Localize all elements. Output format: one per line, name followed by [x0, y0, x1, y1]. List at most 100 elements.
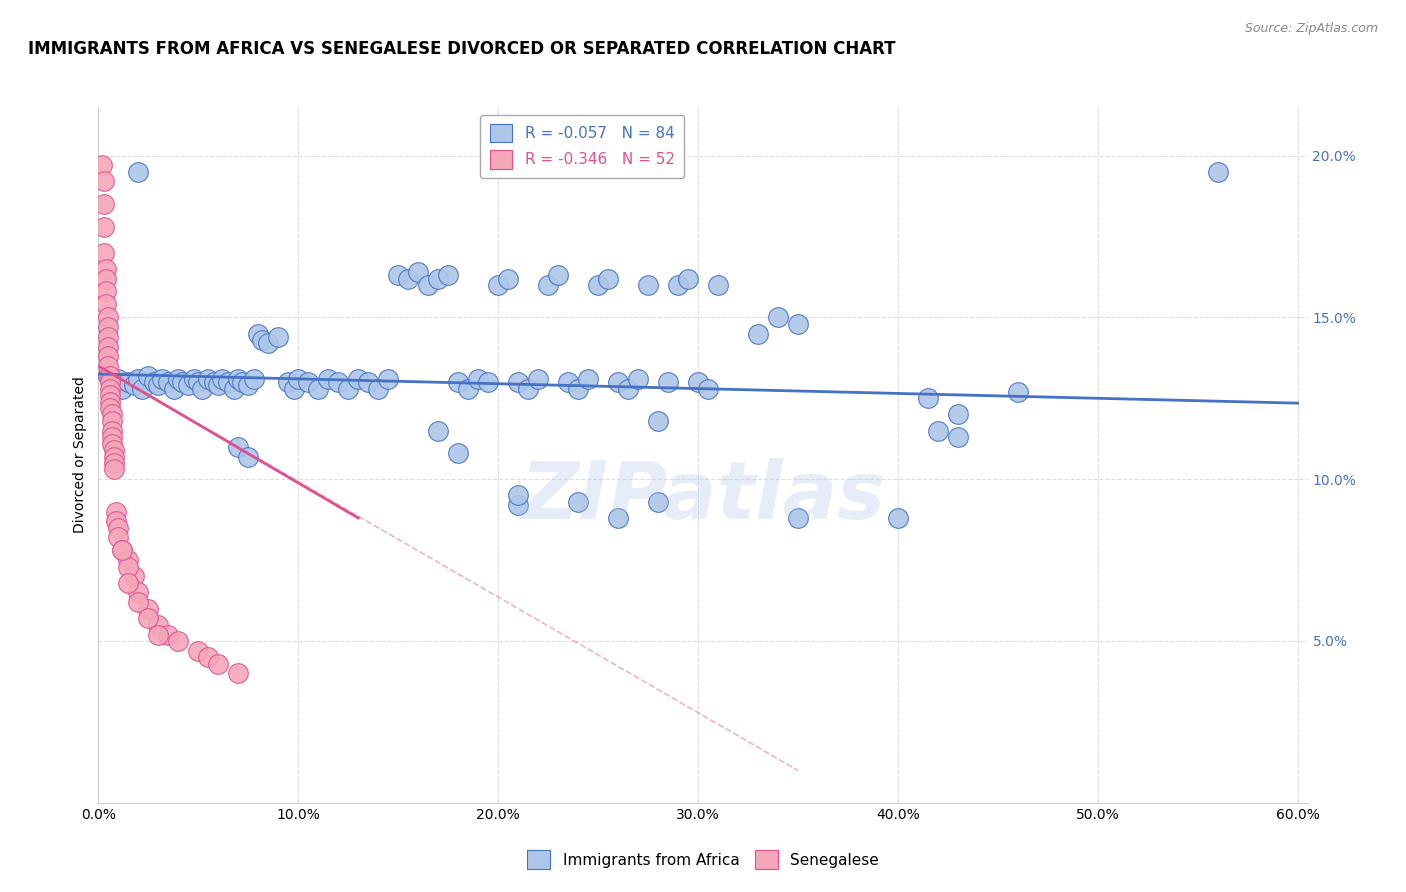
- Point: [477, 375, 499, 389]
- Point: [111, 543, 134, 558]
- Point: [97, 320, 120, 334]
- Point: [277, 375, 299, 389]
- Point: [167, 372, 190, 386]
- Point: [127, 595, 149, 609]
- Point: [97, 330, 120, 344]
- Point: [211, 372, 233, 386]
- Point: [1007, 384, 1029, 399]
- Point: [138, 611, 160, 625]
- Point: [508, 498, 530, 512]
- Point: [766, 310, 789, 325]
- Point: [686, 375, 709, 389]
- Point: [243, 372, 266, 386]
- Point: [157, 375, 180, 389]
- Point: [496, 271, 519, 285]
- Point: [486, 278, 509, 293]
- Point: [187, 375, 209, 389]
- Point: [127, 372, 149, 386]
- Point: [666, 278, 689, 293]
- Point: [101, 436, 124, 450]
- Point: [167, 634, 190, 648]
- Point: [676, 271, 699, 285]
- Point: [328, 375, 350, 389]
- Point: [228, 440, 250, 454]
- Point: [418, 278, 440, 293]
- Point: [91, 158, 114, 172]
- Point: [257, 336, 280, 351]
- Point: [148, 378, 170, 392]
- Point: [207, 657, 229, 671]
- Point: [607, 511, 630, 525]
- Point: [447, 446, 470, 460]
- Point: [917, 392, 939, 406]
- Point: [127, 165, 149, 179]
- Point: [307, 382, 329, 396]
- Text: Source: ZipAtlas.com: Source: ZipAtlas.com: [1244, 22, 1378, 36]
- Point: [787, 511, 810, 525]
- Point: [97, 359, 120, 373]
- Point: [238, 378, 260, 392]
- Point: [107, 372, 129, 386]
- Text: ZIPatlas: ZIPatlas: [520, 458, 886, 536]
- Point: [547, 268, 569, 283]
- Point: [946, 430, 969, 444]
- Point: [97, 349, 120, 363]
- Point: [124, 569, 146, 583]
- Point: [103, 450, 125, 464]
- Point: [647, 495, 669, 509]
- Point: [97, 368, 120, 383]
- Point: [117, 559, 139, 574]
- Legend: Immigrants from Africa, Senegalese: Immigrants from Africa, Senegalese: [522, 845, 884, 875]
- Point: [387, 268, 409, 283]
- Point: [177, 378, 200, 392]
- Point: [657, 375, 679, 389]
- Point: [100, 382, 122, 396]
- Point: [224, 382, 246, 396]
- Point: [447, 375, 470, 389]
- Point: [157, 627, 180, 641]
- Point: [787, 317, 810, 331]
- Point: [567, 495, 589, 509]
- Point: [103, 375, 125, 389]
- Point: [143, 375, 166, 389]
- Point: [150, 372, 173, 386]
- Point: [117, 375, 139, 389]
- Point: [105, 504, 128, 518]
- Point: [148, 627, 170, 641]
- Point: [617, 382, 640, 396]
- Point: [607, 375, 630, 389]
- Point: [183, 372, 205, 386]
- Point: [117, 553, 139, 567]
- Point: [377, 372, 399, 386]
- Point: [124, 378, 146, 392]
- Point: [127, 585, 149, 599]
- Point: [228, 372, 250, 386]
- Point: [252, 333, 274, 347]
- Point: [1206, 165, 1229, 179]
- Point: [187, 643, 209, 657]
- Point: [427, 271, 450, 285]
- Point: [111, 543, 134, 558]
- Point: [238, 450, 260, 464]
- Point: [163, 382, 186, 396]
- Point: [647, 414, 669, 428]
- Text: IMMIGRANTS FROM AFRICA VS SENEGALESE DIVORCED OR SEPARATED CORRELATION CHART: IMMIGRANTS FROM AFRICA VS SENEGALESE DIV…: [28, 40, 896, 58]
- Point: [337, 382, 360, 396]
- Point: [627, 372, 650, 386]
- Point: [103, 456, 125, 470]
- Point: [747, 326, 769, 341]
- Point: [197, 650, 219, 665]
- Point: [100, 375, 122, 389]
- Point: [96, 271, 118, 285]
- Point: [101, 408, 124, 422]
- Point: [637, 278, 659, 293]
- Point: [707, 278, 730, 293]
- Point: [131, 382, 153, 396]
- Point: [96, 297, 118, 311]
- Point: [117, 575, 139, 590]
- Point: [191, 382, 214, 396]
- Point: [138, 601, 160, 615]
- Point: [247, 326, 270, 341]
- Point: [367, 382, 389, 396]
- Point: [231, 375, 253, 389]
